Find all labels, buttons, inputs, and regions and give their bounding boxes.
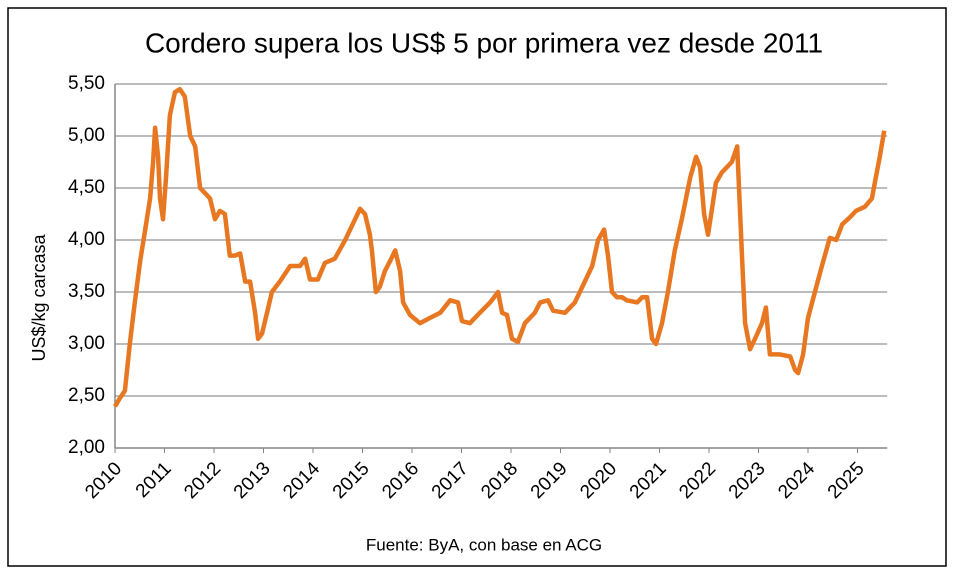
y-axis-label: US$/kg carcasa	[29, 233, 49, 361]
chart-title: Cordero supera los US$ 5 por primera vez…	[145, 27, 823, 58]
y-tick-label: 5,00	[68, 125, 105, 146]
y-tick-label: 2,50	[68, 385, 105, 406]
source: Fuente: ByA, con base en ACG	[366, 535, 602, 554]
y-tick-label: 5,50	[68, 73, 105, 94]
y-tick-label: 2,00	[68, 437, 105, 458]
data-line	[113, 86, 887, 408]
y-tick-label: 3,50	[68, 281, 105, 302]
y-tick-label: 3,00	[68, 333, 105, 354]
y-tick-label: 4,50	[68, 177, 105, 198]
y-tick-label: 4,00	[68, 229, 105, 250]
frame	[7, 7, 947, 567]
